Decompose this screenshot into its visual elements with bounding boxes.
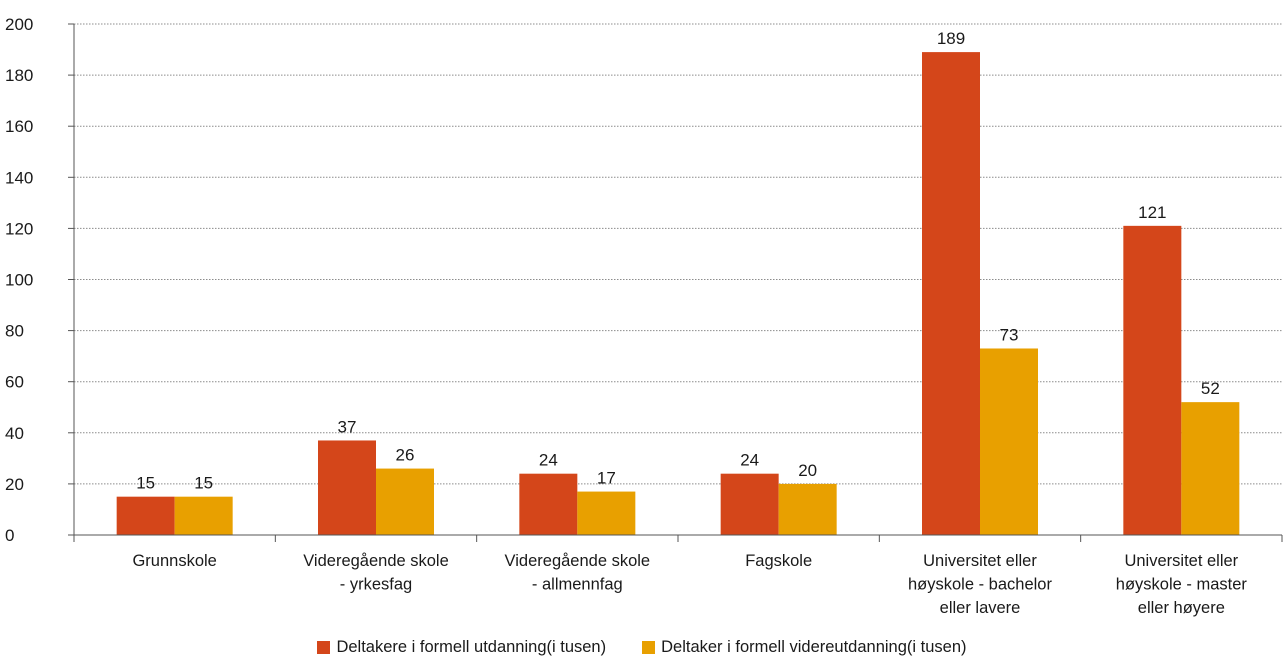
bar (577, 491, 636, 535)
y-tick-label: 140 (5, 168, 33, 187)
data-label: 26 (396, 446, 415, 465)
data-label: 37 (338, 417, 357, 436)
y-tick-label: 0 (5, 526, 14, 545)
x-category-label: Universitet eller høyskole - bachelor elle… (908, 552, 1052, 617)
data-label: 189 (937, 29, 965, 48)
x-category-label: Universitet eller høyskole - master eller … (1116, 552, 1248, 617)
y-tick-label: 20 (5, 475, 24, 494)
data-label: 15 (136, 474, 155, 493)
y-tick-label: 200 (5, 15, 33, 34)
data-label: 24 (740, 451, 759, 470)
bar (376, 468, 434, 535)
bar (980, 348, 1038, 535)
bar (1181, 402, 1240, 535)
legend-label-series-1: Deltakere i formell utdanning(i tusen) (336, 638, 607, 656)
y-axis: 0 20 40 60 80 100 120 140 160 180 200 (5, 15, 75, 545)
legend-swatch-series-1 (317, 641, 331, 654)
x-category-label: Videregående skole - yrkesfag (303, 552, 449, 594)
bar (519, 473, 578, 535)
x-axis: Grunnskole Videregående skole - yrkesfag Vi… (73, 534, 1283, 617)
bar (116, 496, 175, 535)
bar (778, 483, 837, 535)
bar (922, 52, 980, 535)
data-label: 52 (1201, 379, 1220, 398)
legend-swatch-series-2 (642, 641, 656, 654)
y-tick-label: 120 (5, 219, 33, 238)
bar (174, 496, 233, 535)
y-tick-label: 160 (5, 117, 33, 136)
data-label: 73 (1000, 325, 1019, 344)
legend-item-series-2: Deltaker i formell videreutdanning(i tus… (642, 638, 967, 657)
bar (720, 473, 779, 535)
x-category-label: Videregående skole - allmennfag (505, 552, 651, 594)
legend-label-series-2: Deltaker i formell videreutdanning(i tus… (661, 638, 967, 656)
y-tick-label: 40 (5, 424, 24, 443)
data-label: 17 (597, 469, 616, 488)
data-label: 20 (798, 461, 817, 480)
bar (318, 440, 376, 535)
bars (116, 52, 1240, 535)
y-tick-label: 100 (5, 271, 33, 290)
legend: Deltakere i formell utdanning(i tusen) D… (0, 638, 1284, 657)
y-tick-label: 60 (5, 373, 24, 392)
x-category-label: Grunnskole (132, 552, 216, 570)
data-label: 24 (539, 451, 558, 470)
bar (1123, 225, 1182, 535)
grid-lines (74, 23, 1282, 485)
y-tick-label: 180 (5, 66, 33, 85)
x-category-label: Fagskole (745, 552, 812, 570)
data-labels: 15 15 37 26 24 17 24 20 189 73 121 52 (136, 29, 1220, 493)
legend-item-series-1: Deltakere i formell utdanning(i tusen) (317, 638, 606, 657)
data-label: 15 (194, 474, 213, 493)
data-label: 121 (1138, 203, 1166, 222)
y-tick-label: 80 (5, 322, 24, 341)
